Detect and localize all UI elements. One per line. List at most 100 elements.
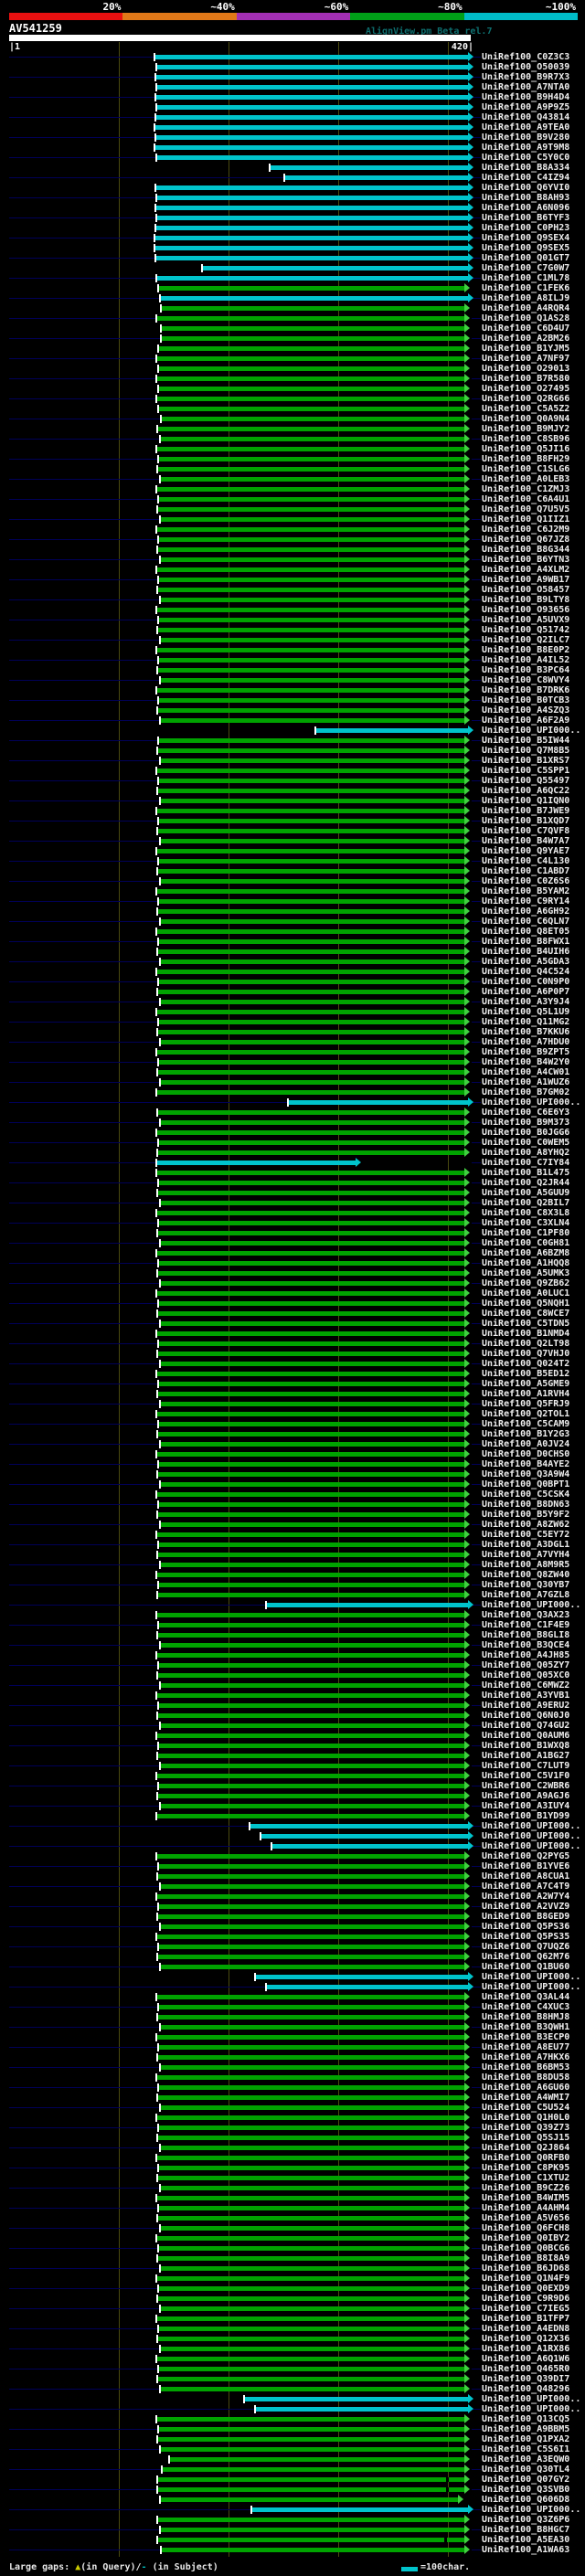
alignment-bar[interactable] <box>158 2437 465 2442</box>
hit-label[interactable]: UniRef100_A6Q1W6 <box>482 2354 570 2364</box>
hit-label[interactable]: UniRef100_A4WMI7 <box>482 2093 570 2103</box>
hit-label[interactable]: UniRef100_A4RQR4 <box>482 303 570 313</box>
alignment-bar[interactable] <box>155 246 469 250</box>
hit-label[interactable]: UniRef100_C1SLG6 <box>482 464 570 474</box>
alignment-bar[interactable] <box>156 226 469 230</box>
hit-label[interactable]: UniRef100_B7GM02 <box>482 1087 570 1097</box>
hit-label[interactable]: UniRef100_O50039 <box>482 62 570 72</box>
hit-label[interactable]: UniRef100_B8A334 <box>482 163 570 173</box>
hit-label[interactable]: UniRef100_A6GU60 <box>482 2083 570 2093</box>
hit-label[interactable]: UniRef100_B0JGG6 <box>482 1128 570 1138</box>
alignment-bar[interactable] <box>159 2427 465 2432</box>
hit-label[interactable]: UniRef100_A6QC22 <box>482 786 570 796</box>
alignment-bar[interactable] <box>158 909 465 914</box>
hit-label[interactable]: UniRef100_A7GZL8 <box>482 1590 570 1600</box>
alignment-bar[interactable] <box>157 2357 465 2361</box>
hit-label[interactable]: UniRef100_Q6YVI0 <box>482 183 570 193</box>
hit-label[interactable]: UniRef100_Q5PS35 <box>482 1932 570 1942</box>
alignment-bar[interactable] <box>157 2276 465 2281</box>
hit-label[interactable]: UniRef100_Q0IBY2 <box>482 2233 570 2243</box>
hit-label[interactable]: UniRef100_B1YJM5 <box>482 344 570 354</box>
alignment-bar[interactable] <box>158 1271 465 1276</box>
hit-label[interactable]: UniRef100_A8M9R5 <box>482 1560 570 1570</box>
alignment-bar[interactable] <box>158 2095 465 2100</box>
alignment-bar[interactable] <box>158 588 465 592</box>
alignment-bar[interactable] <box>159 2166 465 2170</box>
alignment-bar[interactable] <box>161 1000 465 1004</box>
hit-label[interactable]: UniRef100_Q0EXD9 <box>482 2284 570 2294</box>
hit-label[interactable]: UniRef100_B8FWX1 <box>482 937 570 947</box>
alignment-bar[interactable] <box>289 1100 469 1105</box>
alignment-bar[interactable] <box>158 507 465 512</box>
alignment-bar[interactable] <box>158 1352 465 1356</box>
hit-label[interactable]: UniRef100_Q2ILC7 <box>482 635 570 645</box>
hit-label[interactable]: UniRef100_Q3AX23 <box>482 1610 570 1620</box>
alignment-bar[interactable] <box>159 1703 465 1708</box>
alignment-bar[interactable] <box>158 2337 465 2341</box>
hit-label[interactable]: UniRef100_Q1BU60 <box>482 1962 570 1972</box>
alignment-bar[interactable] <box>161 2146 465 2150</box>
alignment-bar[interactable] <box>161 598 465 602</box>
alignment-bar[interactable] <box>156 95 469 100</box>
alignment-bar[interactable] <box>155 55 469 59</box>
hit-label[interactable]: UniRef100_A9WB17 <box>482 575 570 585</box>
alignment-bar[interactable] <box>157 397 465 401</box>
hit-label[interactable]: UniRef100_Q9YAE7 <box>482 846 570 856</box>
hit-label[interactable]: UniRef100_A8CUA1 <box>482 1871 570 1882</box>
alignment-bar[interactable] <box>256 1975 469 1979</box>
hit-label[interactable]: UniRef100_UPI000.. <box>482 726 581 736</box>
hit-label[interactable]: UniRef100_Q5PS36 <box>482 1922 570 1932</box>
hit-label[interactable]: UniRef100_A5GME9 <box>482 1379 570 1389</box>
alignment-bar[interactable] <box>157 1693 465 1698</box>
hit-label[interactable]: UniRef100_C6QLN7 <box>482 917 570 927</box>
alignment-bar[interactable] <box>158 748 465 753</box>
alignment-bar[interactable] <box>161 1482 465 1487</box>
alignment-bar[interactable] <box>267 1603 469 1607</box>
hit-label[interactable]: UniRef100_B3ECP0 <box>482 2032 570 2042</box>
alignment-bar[interactable] <box>159 658 465 663</box>
alignment-bar[interactable] <box>161 1522 465 1527</box>
hit-label[interactable]: UniRef100_B8HGC7 <box>482 2525 570 2535</box>
hit-label[interactable]: UniRef100_B4W2Y0 <box>482 1057 570 1067</box>
hit-label[interactable]: UniRef100_B9MJY2 <box>482 424 570 434</box>
hit-label[interactable]: UniRef100_A7NF97 <box>482 354 570 364</box>
alignment-bar[interactable] <box>157 889 465 894</box>
hit-label[interactable]: UniRef100_Q3AL44 <box>482 1992 570 2002</box>
alignment-bar[interactable] <box>157 447 465 451</box>
hit-label[interactable]: UniRef100_B8G344 <box>482 545 570 555</box>
alignment-bar[interactable] <box>157 809 465 813</box>
hit-label[interactable]: UniRef100_B1NMD4 <box>482 1329 570 1339</box>
hit-label[interactable]: UniRef100_B4AYE2 <box>482 1459 570 1469</box>
alignment-bar[interactable] <box>159 939 465 944</box>
hit-label[interactable]: UniRef100_C9RY14 <box>482 896 570 906</box>
alignment-bar[interactable] <box>158 1754 465 1758</box>
alignment-bar[interactable] <box>157 849 465 853</box>
hit-label[interactable]: UniRef100_A7NTA0 <box>482 82 570 92</box>
hit-label[interactable]: UniRef100_Q1AS28 <box>482 313 570 323</box>
alignment-bar[interactable] <box>272 1844 469 1849</box>
hit-label[interactable]: UniRef100_Q3Z6P6 <box>482 2515 570 2525</box>
hit-label[interactable]: UniRef100_Q2BIL7 <box>482 1198 570 1208</box>
alignment-bar[interactable] <box>159 537 465 542</box>
hit-label[interactable]: UniRef100_Q1IQN0 <box>482 796 570 806</box>
alignment-bar[interactable] <box>159 497 465 502</box>
alignment-bar[interactable] <box>158 2216 465 2221</box>
alignment-bar[interactable] <box>159 618 465 622</box>
hit-label[interactable]: UniRef100_Q62M76 <box>482 1952 570 1962</box>
hit-label[interactable]: UniRef100_B7R580 <box>482 374 570 384</box>
hit-label[interactable]: UniRef100_C4XUC3 <box>482 2002 570 2012</box>
alignment-bar[interactable] <box>159 346 465 351</box>
alignment-bar[interactable] <box>157 929 465 934</box>
alignment-bar[interactable] <box>157 2236 465 2241</box>
hit-label[interactable]: UniRef100_B5ED12 <box>482 1369 570 1379</box>
hit-label[interactable]: UniRef100_C9R9D6 <box>482 2294 570 2304</box>
alignment-bar[interactable] <box>158 869 465 874</box>
alignment-bar[interactable] <box>159 1744 465 1748</box>
alignment-bar[interactable] <box>158 2487 465 2492</box>
hit-label[interactable]: UniRef100_Q5L1U9 <box>482 1007 570 1017</box>
hit-label[interactable]: UniRef100_B1YVE6 <box>482 1861 570 1871</box>
hit-label[interactable]: UniRef100_B1L475 <box>482 1168 570 1178</box>
hit-label[interactable]: UniRef100_C5Y0C0 <box>482 153 570 163</box>
hit-label[interactable]: UniRef100_O27495 <box>482 384 570 394</box>
alignment-bar[interactable] <box>157 608 465 612</box>
